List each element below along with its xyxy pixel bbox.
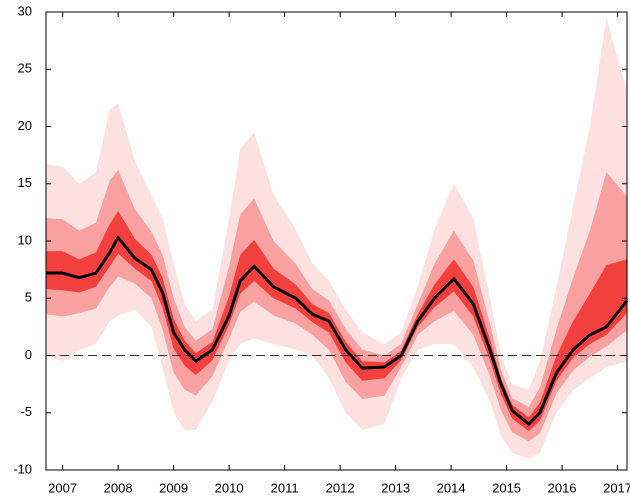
x-tick-label: 2016 (548, 480, 577, 495)
x-tick-label: 2008 (104, 480, 133, 495)
x-tick-label: 2014 (437, 480, 466, 495)
y-tick-label: 20 (18, 118, 32, 133)
x-tick-label: 2017 (603, 480, 630, 495)
x-tick-label: 2010 (215, 480, 244, 495)
y-tick-label: 10 (18, 232, 32, 247)
y-tick-label: 30 (18, 3, 32, 18)
y-tick-label: 0 (25, 347, 32, 362)
x-tick-label: 2007 (48, 480, 77, 495)
y-tick-label: 25 (18, 61, 32, 76)
x-tick-label: 2015 (492, 480, 521, 495)
y-tick-label: 5 (25, 290, 32, 305)
y-tick-label: -10 (13, 461, 32, 476)
fan-band (46, 170, 627, 442)
x-tick-label: 2013 (381, 480, 410, 495)
y-tick-label: -5 (20, 404, 32, 419)
x-tick-label: 2011 (271, 480, 299, 495)
median-line (46, 236, 629, 426)
y-tick-label: 15 (18, 175, 32, 190)
x-tick-label: 2009 (159, 480, 188, 495)
x-tick-label: 2012 (326, 480, 355, 495)
